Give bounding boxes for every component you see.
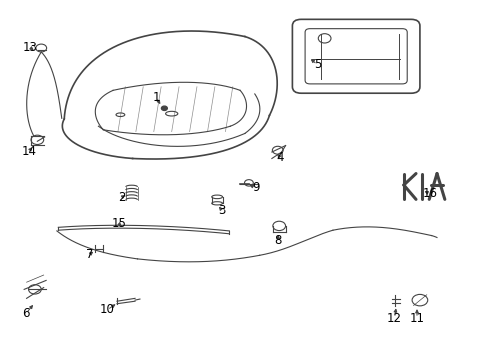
Text: 9: 9 — [252, 181, 260, 194]
Text: 6: 6 — [23, 307, 30, 320]
Text: 4: 4 — [276, 151, 284, 164]
Text: 12: 12 — [387, 311, 402, 325]
Text: 7: 7 — [86, 248, 94, 261]
Text: 16: 16 — [422, 187, 437, 200]
Text: 8: 8 — [274, 234, 282, 247]
Text: 14: 14 — [22, 145, 37, 158]
Text: 1: 1 — [152, 91, 160, 104]
Text: 3: 3 — [219, 204, 226, 217]
Text: 5: 5 — [314, 58, 321, 71]
Text: 2: 2 — [118, 191, 125, 204]
Text: 13: 13 — [23, 41, 37, 54]
Circle shape — [161, 106, 167, 111]
Text: 11: 11 — [410, 311, 424, 325]
Text: 10: 10 — [100, 303, 115, 316]
Text: 15: 15 — [112, 217, 126, 230]
